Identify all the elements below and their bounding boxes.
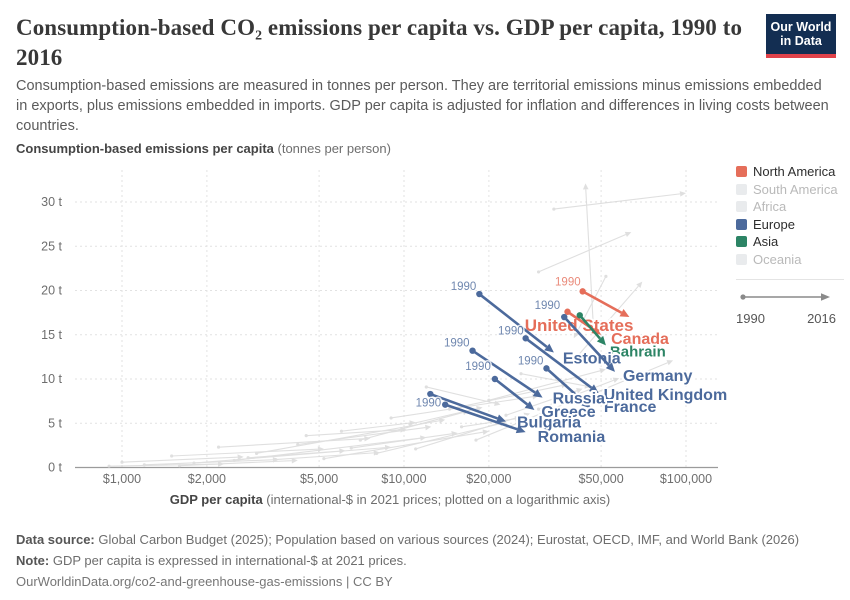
- data-source-label: Data source:: [16, 532, 95, 547]
- x-tick-label: $10,000: [381, 472, 426, 486]
- background-arrows: [107, 183, 686, 468]
- y-tick-label: 15 t: [41, 328, 62, 342]
- country-label[interactable]: Germany: [621, 366, 694, 387]
- plot-grid: $1,000 $2,000 $5,000 $10,000 $20,000 $50,000 $…: [41, 170, 718, 486]
- country-series-romania[interactable]: 1990 Romania: [414, 396, 608, 448]
- year-1990-label: 1990: [555, 276, 581, 288]
- legend-swatch: [736, 166, 747, 178]
- country-series-russia[interactable]: 1990 Russia: [442, 336, 608, 410]
- y-axis-title: Consumption-based emissions per capita (…: [16, 141, 391, 156]
- note-line: Note: GDP per capita is expressed in int…: [16, 550, 799, 571]
- country-label[interactable]: United Kingdom: [602, 385, 730, 406]
- year-1990-label: 1990: [518, 355, 544, 367]
- legend-item-africa[interactable]: Africa: [736, 198, 848, 216]
- legend-swatch: [736, 183, 747, 195]
- legend-divider: [736, 279, 844, 280]
- legend-label: North America: [753, 164, 836, 180]
- legend-item-oceania[interactable]: Oceania: [736, 251, 848, 269]
- x-tick-label: $1,000: [103, 472, 141, 486]
- country-series-bahrain[interactable]: Bahrain: [576, 312, 668, 362]
- legend-item-south-america[interactable]: South America: [736, 181, 848, 199]
- legend-item-asia[interactable]: Asia: [736, 233, 848, 251]
- y-tick-label: 5 t: [48, 416, 62, 430]
- year-1990-label: 1990: [416, 398, 442, 410]
- country-label[interactable]: Bulgaria: [515, 412, 583, 433]
- owid-logo-line2: in Data: [780, 34, 822, 48]
- country-series-france[interactable]: 1990 France: [516, 354, 659, 418]
- x-tick-label: $2,000: [188, 472, 226, 486]
- continent-legend: North America South America Africa Europ…: [736, 163, 848, 326]
- country-label[interactable]: Bahrain: [608, 341, 668, 362]
- timeline-end-year: 2016: [807, 311, 836, 326]
- country-series-united-kingdom[interactable]: 1990 United Kingdom: [497, 324, 730, 406]
- x-tick-label: $50,000: [579, 472, 624, 486]
- country-series-bulgaria[interactable]: Bulgaria: [427, 390, 583, 433]
- timeline-arrow: [740, 293, 830, 301]
- legend-swatch: [736, 201, 747, 213]
- legend-item-europe[interactable]: Europe: [736, 216, 848, 234]
- legend-label: Europe: [753, 216, 795, 232]
- x-tick-label: $5,000: [300, 472, 338, 486]
- legend-swatch: [736, 236, 747, 248]
- year-1990-label: 1990: [465, 361, 491, 373]
- note-label: Note:: [16, 553, 50, 568]
- y-tick-label: 0 t: [48, 461, 62, 475]
- country-label[interactable]: Romania: [536, 427, 608, 448]
- y-tick-label: 25 t: [41, 239, 62, 253]
- legend-swatch: [736, 253, 747, 265]
- country-series-germany[interactable]: 1990 Germany: [533, 299, 694, 387]
- year-1990-label: 1990: [451, 281, 477, 293]
- note-text: GDP per capita is expressed in internati…: [49, 553, 407, 568]
- country-label[interactable]: United States: [523, 314, 636, 337]
- legend-label: Africa: [753, 199, 787, 215]
- license-line[interactable]: OurWorldinData.org/co2-and-greenhouse-ga…: [16, 574, 393, 589]
- timeline-labels: 1990 2016: [736, 311, 836, 326]
- legend-swatch: [736, 218, 747, 230]
- legend-label: Asia: [753, 234, 779, 250]
- data-source-text: Global Carbon Budget (2025); Population …: [94, 532, 800, 547]
- legend-label: Oceania: [753, 251, 802, 267]
- country-series-canada[interactable]: Canada: [564, 308, 671, 350]
- x-tick-label: $100,000: [660, 472, 712, 486]
- y-tick-label: 10 t: [41, 372, 62, 386]
- country-label[interactable]: Canada: [609, 329, 671, 350]
- country-series-greece[interactable]: 1990 Greece: [464, 360, 598, 423]
- owid-logo[interactable]: Our World in Data: [766, 14, 836, 58]
- x-axis-title: GDP per capita (international-$ in 2021 …: [170, 492, 611, 507]
- year-1990-label: 1990: [444, 338, 470, 350]
- legend-item-north-america[interactable]: North America: [736, 163, 848, 181]
- page-title: Consumption-based CO₂ emissions per capi…: [16, 15, 743, 71]
- chart-footer: Data source: Global Carbon Budget (2025)…: [16, 529, 799, 592]
- legend-label: South America: [753, 181, 838, 197]
- country-label[interactable]: Greece: [539, 402, 597, 423]
- country-label[interactable]: Russia: [551, 389, 608, 410]
- year-1990-label: 1990: [535, 300, 561, 312]
- y-tick-label: 30 t: [41, 195, 62, 209]
- country-label[interactable]: France: [602, 397, 659, 418]
- data-source-line: Data source: Global Carbon Budget (2025)…: [16, 529, 799, 550]
- y-tick-label: 20 t: [41, 284, 62, 298]
- year-1990-label: 1990: [498, 325, 524, 337]
- chart-subtitle: Consumption-based emissions are measured…: [16, 78, 829, 134]
- timeline-start-year: 1990: [736, 311, 765, 326]
- country-series-united-states[interactable]: 1990 United States: [523, 275, 636, 337]
- x-tick-label: $20,000: [466, 472, 511, 486]
- owid-logo-line1: Our World: [770, 19, 832, 34]
